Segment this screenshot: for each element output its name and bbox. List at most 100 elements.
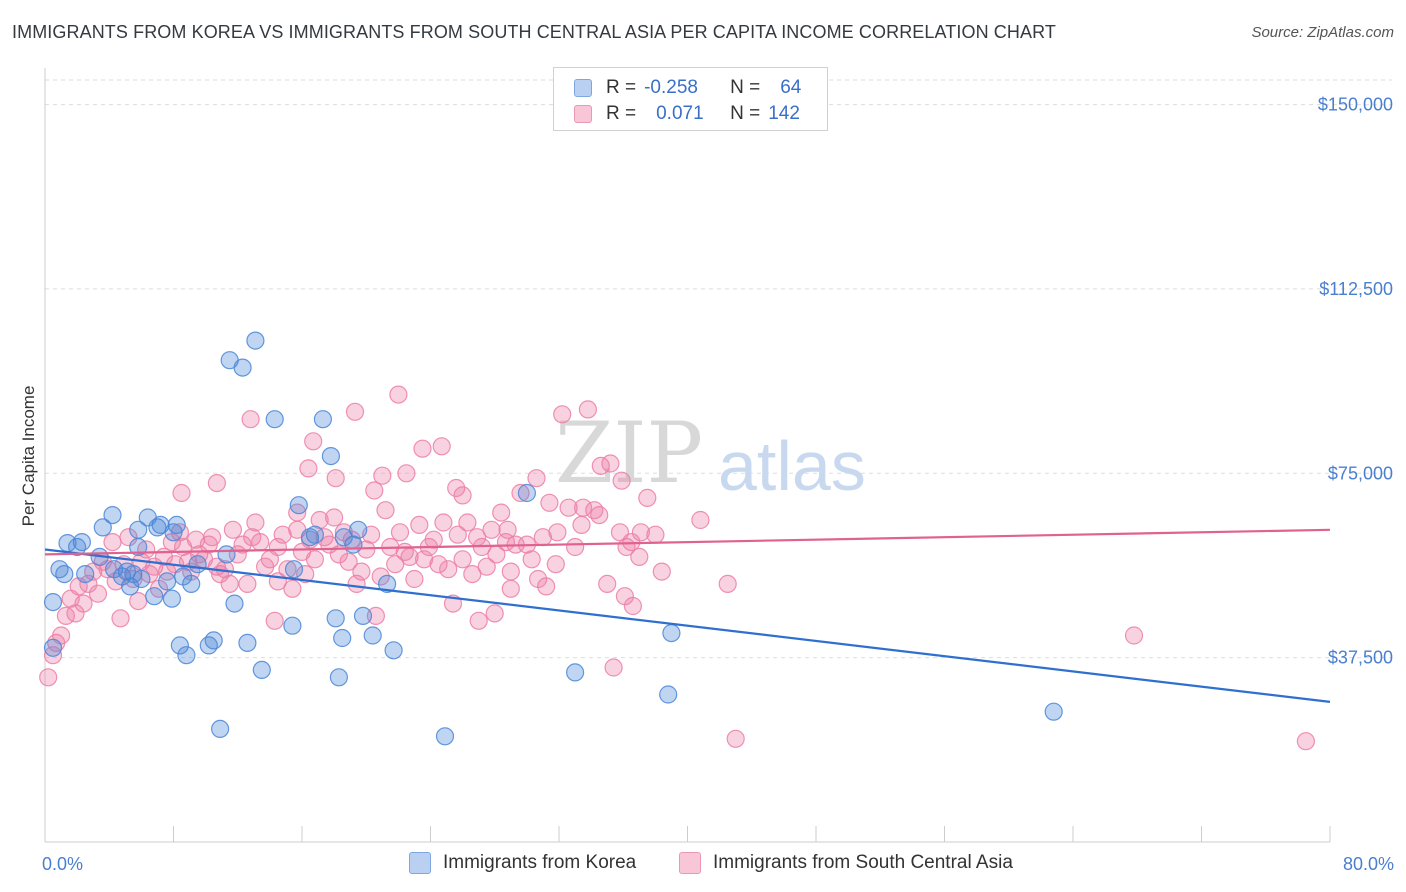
legend-n-label: N =	[730, 103, 761, 124]
data-point	[329, 668, 348, 687]
data-point	[199, 636, 218, 655]
data-point	[349, 520, 368, 539]
legend-n-label: N =	[730, 77, 761, 98]
legend-r-label: R =	[606, 77, 637, 98]
data-point	[326, 469, 345, 488]
data-point	[477, 557, 496, 576]
data-point	[225, 594, 244, 613]
data-point	[132, 569, 151, 589]
data-point	[485, 604, 504, 623]
legend-r-value-korea: -0.258	[644, 77, 698, 98]
data-point	[413, 439, 432, 458]
data-point	[553, 405, 572, 424]
data-point	[321, 447, 340, 466]
data-point	[376, 501, 395, 520]
data-point	[241, 410, 260, 429]
data-point	[145, 587, 164, 606]
data-point	[601, 454, 620, 473]
y-tick-label: $37,500	[1328, 648, 1393, 668]
data-point	[365, 481, 384, 500]
data-point	[1044, 702, 1063, 721]
trend-line-korea	[44, 548, 1331, 703]
data-point	[631, 523, 651, 542]
data-point	[662, 623, 681, 643]
data-point	[111, 609, 130, 628]
data-point	[386, 555, 405, 574]
data-point	[659, 685, 678, 704]
data-point	[238, 574, 257, 594]
data-point	[498, 520, 517, 539]
legend-n-value-sca: 142	[768, 103, 800, 124]
legend-row-korea: R = -0.258 N = 64	[574, 76, 801, 100]
data-point	[39, 668, 58, 687]
bottom-legend-label-sca: Immigrants from South Central Asia	[713, 852, 1013, 873]
data-point	[246, 331, 265, 350]
data-point	[1296, 732, 1316, 751]
y-tick-label: $112,500	[1319, 279, 1393, 299]
data-point	[252, 660, 271, 680]
data-point	[188, 555, 207, 574]
data-point	[447, 478, 466, 498]
data-point	[546, 555, 565, 574]
data-point	[453, 486, 472, 505]
data-point	[345, 402, 365, 421]
data-point	[299, 459, 318, 478]
data-point	[726, 729, 745, 748]
data-point	[366, 606, 385, 626]
data-point	[265, 410, 284, 429]
data-point	[352, 562, 371, 581]
data-point	[43, 592, 63, 612]
data-point	[288, 503, 307, 522]
data-point	[158, 572, 177, 591]
data-point	[217, 545, 236, 564]
data-point	[300, 528, 320, 547]
data-point	[283, 579, 302, 598]
data-point	[439, 560, 458, 579]
data-point	[305, 550, 324, 569]
data-point	[492, 503, 511, 522]
data-point	[207, 474, 226, 493]
data-point	[103, 505, 122, 525]
legend-swatch-sca	[574, 105, 592, 123]
data-point	[88, 584, 108, 603]
data-point	[326, 609, 345, 628]
data-point	[565, 663, 585, 682]
data-point	[233, 535, 252, 554]
watermark: ZIP atlas	[555, 404, 866, 505]
axes	[44, 68, 1331, 843]
data-point	[463, 564, 482, 584]
y-tick-label: $75,000	[1328, 463, 1393, 483]
data-point	[390, 523, 410, 542]
data-point	[448, 525, 467, 544]
watermark-zip: ZIP	[555, 404, 703, 502]
data-point	[598, 574, 617, 594]
data-point	[638, 488, 657, 507]
data-point	[371, 567, 390, 586]
data-point	[410, 515, 429, 535]
data-point	[469, 611, 488, 630]
data-point	[167, 515, 186, 535]
data-point	[238, 633, 257, 653]
data-point	[540, 493, 559, 512]
data-point	[223, 520, 242, 539]
data-point	[378, 574, 397, 594]
data-point	[573, 498, 593, 517]
data-point	[559, 498, 578, 517]
data-point	[630, 547, 649, 567]
data-point	[511, 483, 530, 503]
data-point	[501, 562, 520, 581]
correlation-legend: R = -0.258 N = 64 R = 0.071 N = 142	[553, 67, 828, 131]
data-point	[527, 469, 546, 488]
data-point	[405, 569, 424, 589]
data-point	[172, 483, 191, 503]
data-point	[251, 532, 270, 552]
data-point	[119, 528, 138, 547]
data-point	[273, 525, 292, 544]
data-point	[565, 537, 585, 557]
data-point	[93, 518, 112, 537]
data-point	[103, 532, 122, 552]
y-axis-label: Per Capita Income	[19, 386, 38, 527]
data-point	[76, 564, 95, 584]
tick-labels: $37,500 $75,000 $112,500 $150,000 0.0% 80.0%	[42, 95, 1394, 874]
x-tick-label: 80.0%	[1343, 854, 1394, 874]
